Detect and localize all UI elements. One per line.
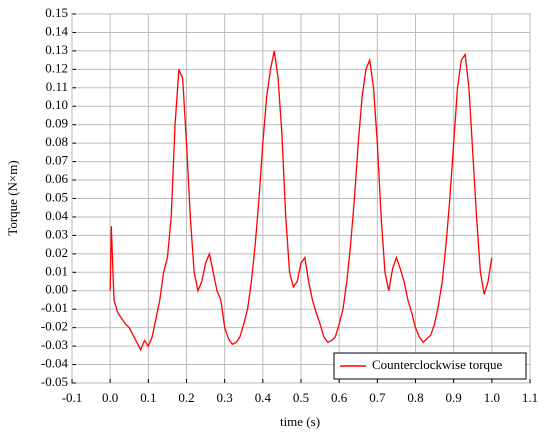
x-tick-label: 0.6	[331, 390, 348, 405]
x-tick-label: 1.0	[484, 390, 500, 405]
x-tick-label: 0.1	[140, 390, 156, 405]
x-tick-label: 0.2	[178, 390, 194, 405]
y-tick-label: 0.10	[45, 97, 68, 112]
x-tick-label: 0.0	[102, 390, 118, 405]
x-tick-label: 0.5	[293, 390, 309, 405]
y-tick-label: 0.12	[45, 60, 68, 75]
y-tick-label: 0.08	[45, 134, 68, 149]
y-tick-label: 0.03	[45, 226, 68, 241]
y-tick-label: 0.07	[45, 153, 68, 168]
y-tick-label: 0.04	[45, 208, 68, 223]
y-tick-label: 0.14	[45, 23, 68, 38]
y-tick-label: -0.01	[41, 300, 68, 315]
y-tick-label: 0.06	[45, 171, 68, 186]
y-tick-label: 0.01	[45, 263, 68, 278]
x-tick-label: 0.7	[369, 390, 386, 405]
y-tick-label: -0.03	[41, 337, 68, 352]
y-tick-label: 0.11	[46, 79, 68, 94]
y-tick-label: -0.02	[41, 319, 68, 334]
y-tick-label: 0.13	[45, 42, 68, 57]
x-tick-label: 0.9	[446, 390, 462, 405]
y-tick-label: 0.02	[45, 245, 68, 260]
x-tick-label: 1.1	[522, 390, 538, 405]
y-tick-label: 0.09	[45, 116, 68, 131]
y-tick-label: -0.05	[41, 374, 68, 389]
x-tick-label: 0.8	[407, 390, 423, 405]
x-tick-label: 0.4	[255, 390, 272, 405]
y-tick-label: 0.05	[45, 189, 68, 204]
x-axis-label: time (s)	[280, 414, 320, 429]
y-tick-label: -0.04	[41, 356, 69, 371]
y-tick-label: 0.15	[45, 5, 68, 20]
data-line	[109, 50, 493, 352]
x-tick-label: -0.1	[62, 390, 83, 405]
x-tick-label: 0.3	[217, 390, 233, 405]
y-tick-label: 0.00	[45, 282, 68, 297]
y-axis-label: Torque (N×m)	[5, 160, 20, 235]
legend-label: Counterclockwise torque	[372, 357, 503, 372]
